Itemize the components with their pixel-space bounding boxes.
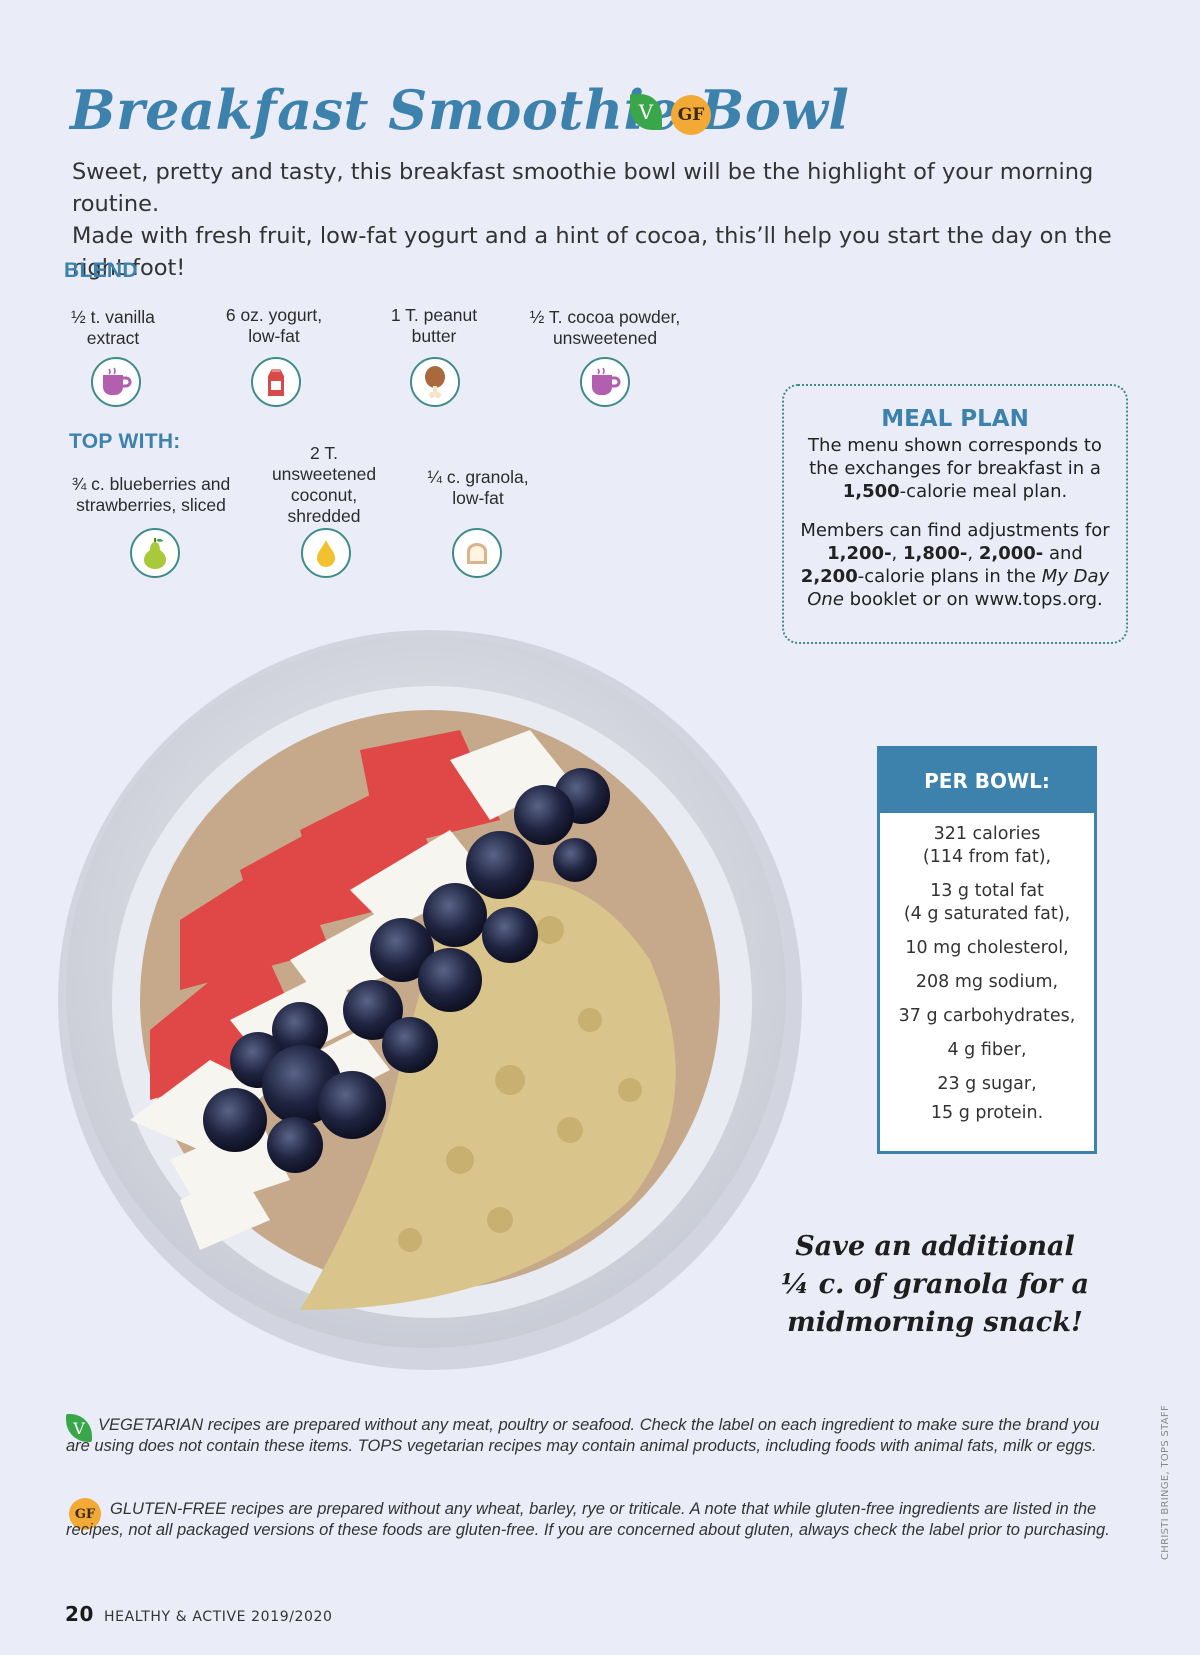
smoothie-bowl-photo: [58, 630, 802, 1370]
text-span: -calorie plans in the: [857, 566, 1042, 587]
calorie-value: 1,500: [842, 481, 900, 502]
photo-credit: CHRISTI BRINGE, TOPS STAFF: [1160, 1404, 1171, 1560]
bread-icon: [452, 528, 502, 578]
nutrition-line: (4 g saturated fat),: [903, 904, 1071, 924]
nutrition-item: 10 mg cholesterol,: [905, 938, 1069, 958]
ingredient-line: ½ T. cocoa powder,: [529, 307, 681, 327]
ingredient-label: ¾ c. blueberries and strawberries, slice…: [61, 474, 241, 516]
page-number: 20: [65, 1602, 95, 1626]
pear-icon: [130, 528, 180, 578]
ingredient-line: ½ t. vanilla: [71, 307, 155, 327]
text-span: ,: [891, 543, 903, 564]
ingredient-line: unsweetened: [552, 328, 658, 348]
ingredient-line: ¼ c. granola,: [427, 467, 529, 487]
ingredient-label: ½ T. cocoa powder, unsweetened: [515, 307, 695, 349]
ingredient-line: strawberries, sliced: [76, 495, 226, 515]
tip-line: midmorning snack!: [787, 1307, 1083, 1338]
text-span: The menu shown corresponds to the exchan…: [808, 435, 1102, 479]
calorie-value: 1,800-: [903, 543, 968, 564]
nutrition-list: 321 calories (114 from fat), 13 g total …: [880, 813, 1094, 1125]
snack-tip: Save an additional ¼ c. of granola for a…: [780, 1228, 1090, 1342]
oil-drop-icon: [301, 528, 351, 578]
nutrition-title: PER BOWL:: [880, 749, 1094, 813]
drumstick-icon: [410, 357, 460, 407]
booklet-title: My Day One: [807, 566, 1110, 610]
meal-plan-paragraph: Members can find adjustments for 1,200-,…: [796, 519, 1114, 611]
nutrition-item: 4 g fiber,: [947, 1040, 1027, 1060]
text-span: Members can find adjustments for: [800, 520, 1110, 541]
intro-line: Made with fresh fruit, low-fat yogurt an…: [72, 223, 1112, 281]
calorie-value: 2,200: [800, 566, 858, 587]
nutrition-line: (114 from fat),: [922, 847, 1052, 867]
ingredient-line: coconut,: [290, 485, 358, 505]
top-with-heading: TOP WITH:: [69, 430, 181, 453]
ingredient-line: ¾ c. blueberries and: [71, 474, 231, 494]
tip-line: Save an additional: [795, 1231, 1075, 1262]
ingredient-line: 1 T. peanut: [390, 305, 478, 325]
ingredient-label: 6 oz. yogurt, low-fat: [184, 305, 364, 347]
page-footer: 20 HEALTHY & ACTIVE 2019/2020: [65, 1602, 333, 1626]
mug-icon: [580, 357, 630, 407]
ingredient-label: ¼ c. granola, low-fat: [388, 467, 568, 509]
nutrition-item: 23 g sugar,: [937, 1074, 1037, 1094]
ingredient-line: extract: [86, 328, 140, 348]
milk-carton-icon: [251, 357, 301, 407]
meal-plan-paragraph: The menu shown corresponds to the exchan…: [796, 434, 1114, 503]
meal-plan-box: MEAL PLAN The menu shown corresponds to …: [782, 384, 1128, 644]
mug-icon: [91, 357, 141, 407]
ingredient-line: low-fat: [452, 488, 504, 508]
ingredient-label: ½ t. vanilla extract: [23, 307, 203, 349]
text-span: and: [1043, 543, 1083, 564]
calorie-value: 1,200-: [827, 543, 892, 564]
ingredient-line: butter: [411, 326, 457, 346]
blend-heading: BLEND: [64, 259, 138, 282]
text-span: -calorie meal plan.: [899, 481, 1068, 502]
nutrition-line: 321 calories: [933, 824, 1041, 844]
nutrition-panel: PER BOWL: 321 calories (114 from fat), 1…: [877, 746, 1097, 1154]
vegetarian-note: VEGETARIAN recipes are prepared without …: [66, 1416, 1100, 1455]
gluten-free-badge: GF: [69, 1498, 101, 1530]
recipe-intro: Sweet, pretty and tasty, this breakfast …: [72, 156, 1162, 284]
ingredient-line: 2 T.: [310, 443, 338, 463]
nutrition-item: 13 g total fat (4 g saturated fat),: [880, 880, 1094, 926]
ingredient-label: 1 T. peanut butter: [344, 305, 524, 347]
gluten-free-note: GLUTEN-FREE recipes are prepared without…: [66, 1500, 1110, 1539]
nutrition-item: 37 g carbohydrates,: [898, 1006, 1076, 1026]
text-span: booklet or on www.tops.org.: [843, 589, 1103, 610]
ingredient-line: 6 oz. yogurt,: [225, 305, 323, 325]
publication-name: HEALTHY & ACTIVE 2019/2020: [104, 1609, 333, 1625]
ingredient-line: shredded: [287, 506, 361, 526]
ingredient-line: unsweetened: [271, 464, 377, 484]
text-span: ,: [967, 543, 979, 564]
tip-line: ¼ c. of granola for a: [781, 1269, 1089, 1300]
nutrition-item: 15 g protein.: [930, 1103, 1044, 1123]
nutrition-item: 321 calories (114 from fat),: [880, 823, 1094, 869]
recipe-title: Breakfast Smoothie Bowl: [70, 78, 850, 142]
meal-plan-title: MEAL PLAN: [881, 406, 1029, 432]
gluten-free-badge: GF: [671, 95, 711, 135]
nutrition-line: 13 g total fat: [930, 881, 1044, 901]
ingredient-line: low-fat: [248, 326, 300, 346]
calorie-value: 2,000-: [978, 543, 1044, 564]
nutrition-item: 208 mg sodium,: [915, 972, 1059, 992]
ingredient-label: 2 T. unsweetened coconut, shredded: [234, 443, 414, 527]
intro-line: Sweet, pretty and tasty, this breakfast …: [72, 159, 1094, 217]
